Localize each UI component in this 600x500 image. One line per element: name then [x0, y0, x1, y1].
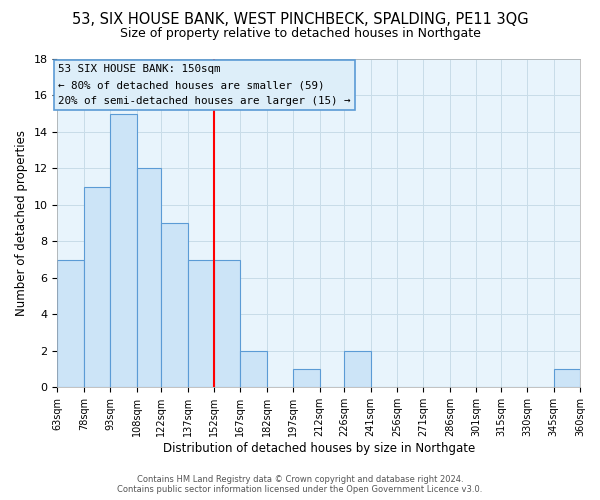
Bar — [110, 114, 137, 388]
Bar — [293, 369, 320, 388]
Bar — [241, 351, 267, 388]
Text: 53, SIX HOUSE BANK, WEST PINCHBECK, SPALDING, PE11 3QG: 53, SIX HOUSE BANK, WEST PINCHBECK, SPAL… — [71, 12, 529, 28]
Bar — [161, 223, 188, 388]
Bar — [214, 260, 241, 388]
Bar — [554, 369, 580, 388]
X-axis label: Distribution of detached houses by size in Northgate: Distribution of detached houses by size … — [163, 442, 475, 455]
Text: 53 SIX HOUSE BANK: 150sqm
← 80% of detached houses are smaller (59)
20% of semi-: 53 SIX HOUSE BANK: 150sqm ← 80% of detac… — [58, 64, 351, 106]
Text: Size of property relative to detached houses in Northgate: Size of property relative to detached ho… — [119, 28, 481, 40]
Bar — [137, 168, 161, 388]
Bar — [344, 351, 371, 388]
Bar — [84, 186, 110, 388]
Bar — [188, 260, 214, 388]
Y-axis label: Number of detached properties: Number of detached properties — [15, 130, 28, 316]
Bar — [58, 260, 84, 388]
Text: Contains HM Land Registry data © Crown copyright and database right 2024.
Contai: Contains HM Land Registry data © Crown c… — [118, 474, 482, 494]
